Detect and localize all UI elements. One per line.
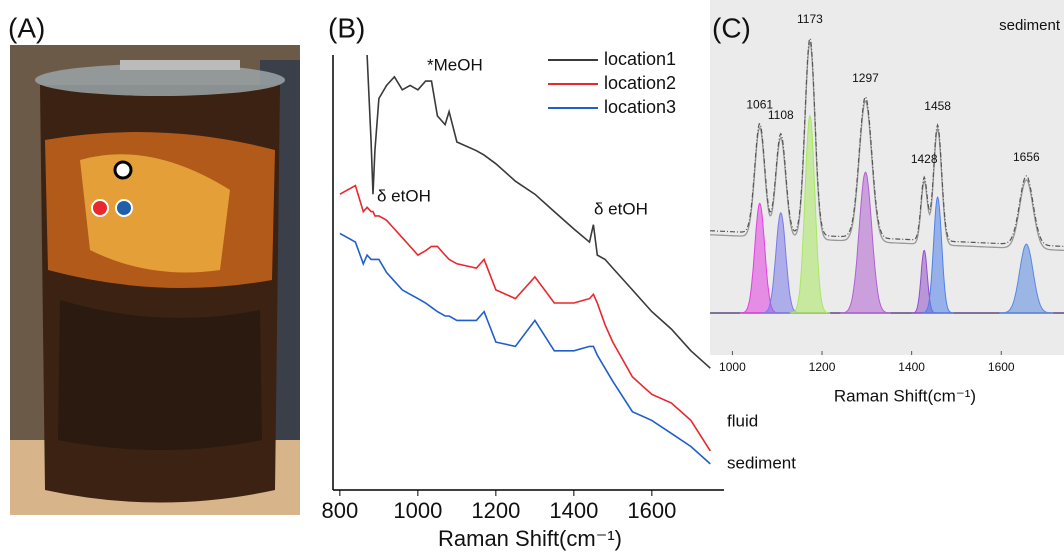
annotation: fluid <box>727 411 758 430</box>
annotation: sediment <box>727 453 796 472</box>
peak-label: 1061 <box>746 98 773 112</box>
clamp <box>120 60 240 70</box>
x-tick-label: 1000 <box>393 498 442 523</box>
legend-label: location2 <box>604 73 676 93</box>
peak-label: 1297 <box>852 71 879 85</box>
peak-label: 1656 <box>1013 150 1040 164</box>
x-tick-label: 1200 <box>809 360 836 374</box>
panel-label: (B) <box>328 12 365 43</box>
specimen-light <box>80 154 230 273</box>
legend-label: location3 <box>604 97 676 117</box>
annotation: δ etOH <box>594 199 648 218</box>
plot-title: sediment <box>999 17 1061 34</box>
annotation: δ etOH <box>377 186 431 205</box>
series-line <box>339 232 711 465</box>
fitted-peak <box>999 243 1054 314</box>
x-axis-label: Raman Shift(cm⁻¹) <box>438 526 622 551</box>
panel-label: (A) <box>8 12 45 43</box>
peak-label: 1108 <box>768 108 794 122</box>
fitted-peak <box>789 114 831 314</box>
series-line <box>339 184 711 452</box>
x-tick-label: 1000 <box>719 360 746 374</box>
x-tick-label: 1600 <box>627 498 676 523</box>
annotation: *MeOH <box>427 55 483 74</box>
fitted-peak <box>921 196 954 314</box>
panel-label: (C) <box>712 12 751 43</box>
series-line <box>366 54 711 369</box>
fit-envelope <box>710 42 1064 252</box>
legend-label: location1 <box>604 49 676 69</box>
peak-label: 1173 <box>797 12 823 26</box>
fitted-peak <box>840 171 891 314</box>
marker-location3 <box>115 199 133 217</box>
x-axis-label: Raman Shift(cm⁻¹) <box>834 386 976 405</box>
x-tick-label: 1200 <box>471 498 520 523</box>
marker-location2 <box>91 199 109 217</box>
peak-label: 1458 <box>924 99 951 113</box>
peak-label: 1428 <box>911 152 938 166</box>
marker-location1 <box>113 160 133 180</box>
x-tick-label: 1400 <box>898 360 925 374</box>
x-tick-label: 800 <box>321 498 358 523</box>
x-tick-label: 1600 <box>988 360 1015 374</box>
measured-trace <box>710 38 1064 247</box>
lid <box>35 64 285 96</box>
specimen-dark <box>58 300 262 450</box>
x-tick-label: 1400 <box>549 498 598 523</box>
photo <box>10 45 300 515</box>
